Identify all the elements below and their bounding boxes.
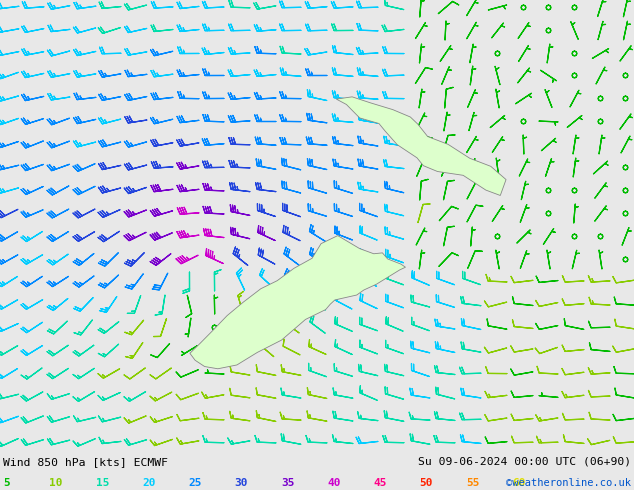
Text: 60: 60	[512, 477, 526, 488]
Polygon shape	[190, 236, 406, 369]
Polygon shape	[336, 97, 506, 196]
Text: Wind 850 hPa [kts] ECMWF: Wind 850 hPa [kts] ECMWF	[3, 457, 168, 466]
Text: 10: 10	[49, 477, 63, 488]
Text: 5: 5	[3, 477, 10, 488]
Text: 15: 15	[96, 477, 109, 488]
Text: 40: 40	[327, 477, 340, 488]
Text: 25: 25	[188, 477, 202, 488]
Text: 30: 30	[235, 477, 248, 488]
Text: 55: 55	[466, 477, 479, 488]
Text: 45: 45	[373, 477, 387, 488]
Text: Su 09-06-2024 00:00 UTC (06+90): Su 09-06-2024 00:00 UTC (06+90)	[418, 457, 631, 466]
Text: ©weatheronline.co.uk: ©weatheronline.co.uk	[506, 477, 631, 488]
Text: 35: 35	[281, 477, 294, 488]
Text: 20: 20	[142, 477, 155, 488]
Text: 50: 50	[420, 477, 433, 488]
